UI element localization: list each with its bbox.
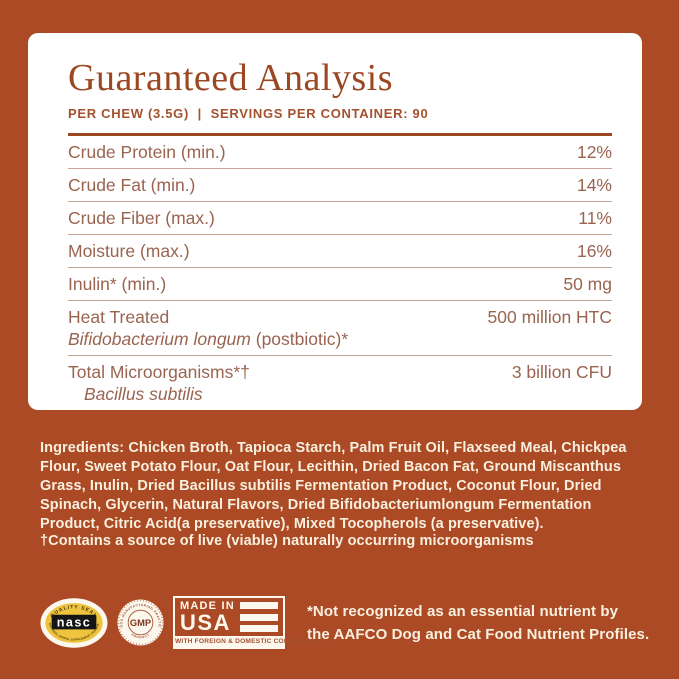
species-name: Bacillus subtilis bbox=[84, 384, 203, 404]
table-row-inulin: Inulin* (min.) 50 mg bbox=[68, 268, 612, 301]
nutrient-value: 14% bbox=[576, 175, 612, 195]
nasc-center-text: nasc bbox=[57, 615, 92, 629]
table-row-crude-fiber: Crude Fiber (max.) 11% bbox=[68, 202, 612, 235]
nutrient-value: 16% bbox=[576, 241, 612, 261]
usa-banner-text: WITH FOREIGN & DOMESTIC COMPONENTS bbox=[175, 636, 323, 647]
nutrient-label: Moisture (max.) bbox=[68, 241, 190, 261]
nutrient-label: Total Microorganisms*† Bacillus subtilis bbox=[68, 362, 250, 404]
nutrient-label: Crude Fat (min.) bbox=[68, 175, 196, 195]
table-row-heat-treated: Heat Treated Bifidobacterium longum (pos… bbox=[68, 301, 612, 356]
guaranteed-analysis-card: Guaranteed Analysis PER CHEW (3.5G) | SE… bbox=[28, 33, 642, 410]
table-row-total-microorganisms: Total Microorganisms*† Bacillus subtilis… bbox=[68, 356, 612, 410]
nutrient-value: 50 mg bbox=[563, 274, 612, 294]
footer: QUALITY SEAL nasc NATIONAL ANIMAL SUPPLE… bbox=[40, 596, 663, 649]
flag-stripes-icon bbox=[239, 601, 278, 633]
asterisk-footnote-line2: the AAFCO Dog and Cat Food Nutrient Prof… bbox=[307, 625, 650, 643]
ingredients-text: Chicken Broth, Tapioca Starch, Palm Frui… bbox=[40, 439, 627, 532]
asterisk-footnote: *Not recognized as an essential nutrient… bbox=[307, 600, 649, 646]
nutrient-label: Crude Fiber (max.) bbox=[68, 208, 215, 228]
dagger-footnote: †Contains a source of live (viable) natu… bbox=[40, 533, 534, 549]
nutrient-value: 500 million HTC bbox=[487, 307, 612, 327]
analysis-table: Crude Protein (min.) 12% Crude Fat (min.… bbox=[68, 136, 612, 410]
table-row-crude-protein: Crude Protein (min.) 12% bbox=[68, 136, 612, 169]
table-row-crude-fat: Crude Fat (min.) 14% bbox=[68, 169, 612, 202]
gmp-seal-icon: GOOD MANUFACTURING PRACTICE PRODUCT GMP bbox=[117, 599, 164, 646]
asterisk-footnote-line1: *Not recognized as an essential nutrient… bbox=[307, 602, 619, 620]
ingredients-paragraph: Ingredients: Chicken Broth, Tapioca Star… bbox=[40, 439, 642, 534]
made-in-usa-badge: MADE IN USA WITH FOREIGN & DOMESTIC COMP… bbox=[173, 596, 323, 649]
serving-info: PER CHEW (3.5G) | SERVINGS PER CONTAINER… bbox=[68, 106, 429, 121]
nasc-seal-icon: QUALITY SEAL nasc NATIONAL ANIMAL SUPPLE… bbox=[40, 597, 108, 648]
usa-made-in-text: MADE IN bbox=[180, 600, 235, 612]
nutrient-label: Heat Treated Bifidobacterium longum (pos… bbox=[68, 307, 349, 349]
usa-text: USA bbox=[180, 610, 231, 635]
table-row-moisture: Moisture (max.) 16% bbox=[68, 235, 612, 268]
page-title: Guaranteed Analysis bbox=[68, 57, 394, 99]
gmp-ring-bottom-text: PRODUCT bbox=[131, 633, 150, 640]
divider-thick bbox=[68, 133, 612, 136]
nutrient-value: 12% bbox=[576, 142, 612, 162]
nutrient-label: Inulin* (min.) bbox=[68, 274, 167, 294]
species-name: Bifidobacterium longum bbox=[68, 329, 251, 349]
gmp-center-text: GMP bbox=[130, 618, 151, 628]
nutrient-value: 11% bbox=[578, 208, 612, 228]
nutrient-value: 3 billion CFU bbox=[511, 362, 612, 382]
nutrient-label: Crude Protein (min.) bbox=[68, 142, 226, 162]
svg-text:PRODUCT: PRODUCT bbox=[131, 633, 151, 640]
ingredients-label: Ingredients: bbox=[40, 439, 125, 456]
